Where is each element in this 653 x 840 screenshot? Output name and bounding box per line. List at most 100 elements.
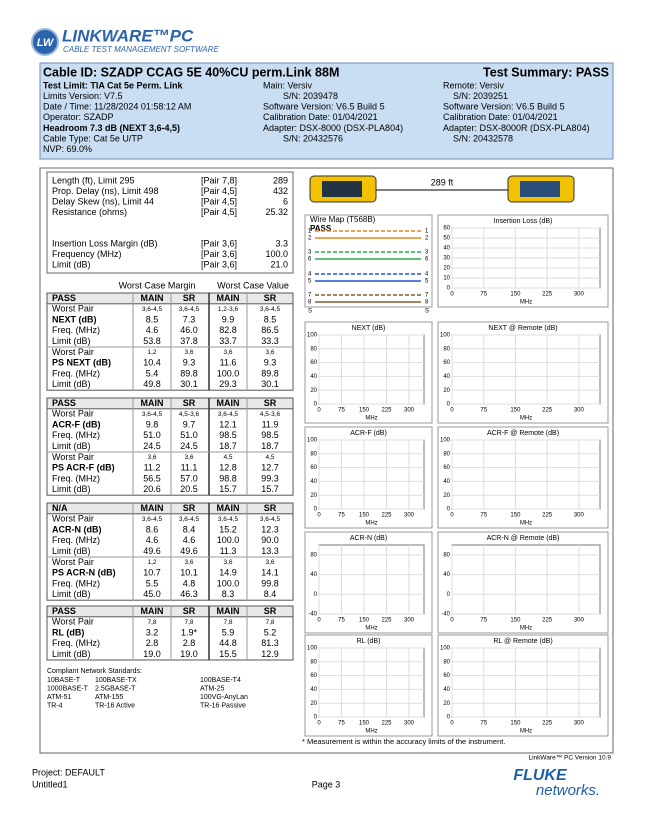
logo-title: LINKWARE™PC [62,26,194,45]
section-header-bg [46,397,294,410]
x-tick-label: 300 [574,721,585,727]
property-label: Delay Skew (ns), Limit 44 [52,197,154,207]
y-tick-label: 80 [310,346,317,352]
section-cell: 4.6 [146,325,159,335]
summary-left: Cable Type: Cat 5e U/TP [43,133,143,143]
section-cell: 14.9 [219,568,237,578]
property-pair: [Pair 7,8] [201,175,237,185]
cable-id: Cable ID: SZADP CCAG 5E 40%CU perm.Link … [43,65,339,79]
summary-main: S/N: 2039478 [283,91,338,101]
y-tick-label: 100 [307,646,318,652]
length-label: 289 ft [431,177,454,187]
section-head-cell: SR [183,503,196,513]
section-cell: 11.9 [262,419,279,429]
chart-title: RL @ Remote (dB) [493,638,552,645]
section-cell: 45.0 [143,589,161,599]
y-tick-label: 20 [310,388,317,394]
section-cell: 37.8 [180,336,198,346]
section-cell: 8.5 [146,314,159,324]
section-header: Worst Case Margin [119,280,196,290]
section-cell: 5.5 [146,578,159,588]
x-tick-label: 75 [480,721,487,727]
plot-area [451,334,601,405]
section-head-cell: PASS [52,398,76,408]
x-tick-label: 0 [450,721,454,727]
section-cell: 3,6-4,5 [142,516,163,523]
chart-title: ACR-N (dB) [350,535,387,542]
section-head-cell: MAIN [217,398,240,408]
x-tick-label: 225 [542,618,553,624]
section-cell: 8.4 [264,589,277,599]
summary-left: Date / Time: 11/28/2024 01:58:12 AM [43,102,191,112]
section-cell: 4,5-3,6 [179,411,200,418]
y-tick-label: 80 [310,451,317,457]
section-head-cell: MAIN [141,503,164,513]
x-tick-label: 75 [480,292,487,298]
pin-right: 1 [425,229,429,235]
x-tick-label: 150 [359,618,370,624]
section-cell: 57.0 [180,473,198,483]
property-pair: [Pair 4,5] [201,186,237,196]
summary-remote: Software Version: V6.5 Build 5 [443,102,565,112]
y-tick-label: 80 [443,552,450,558]
section-cell: 15.5 [219,649,237,659]
section-cell: 3,6 [184,349,193,356]
section-cell: 44.8 [219,638,237,648]
y-tick-label: 0 [447,715,451,721]
section-head-cell: MAIN [217,606,240,616]
section-cell: 3,6-4,5 [260,306,281,313]
x-axis-label: MHz [520,521,532,527]
pin-left: 6 [308,257,312,263]
footnote: * Measurement is within the accuracy lim… [302,737,505,746]
x-tick-label: 0 [450,408,454,414]
y-tick-label: 40 [310,572,317,578]
y-tick-label: 0 [314,592,318,598]
y-tick-label: 60 [310,465,317,471]
pin-right: 7 [425,293,429,299]
y-tick-label: 40 [443,246,450,252]
section-cell: 5.2 [264,627,277,637]
section-cell: 15.7 [261,484,279,494]
section-row-label: Limit (dB) [52,589,91,599]
y-tick-label: 80 [310,552,317,558]
main-screen [322,181,362,197]
section-cell: 29.3 [219,379,237,389]
section-header-bg [46,605,294,618]
y-tick-label: 100 [440,333,451,339]
section-cell: 81.3 [261,638,279,648]
section-cell: 18.7 [219,441,237,451]
y-tick-label: 20 [310,493,317,499]
y-tick-label: 60 [443,360,450,366]
y-tick-label: 40 [443,479,450,485]
section-row-label: Limit (dB) [52,441,91,451]
pin-left: 7 [308,293,312,299]
plot-area [318,334,425,405]
brand: FLUKE [513,767,568,784]
section-cell: 7,8 [223,619,232,626]
section-cell: 98.8 [219,473,237,483]
section-cell: 4.6 [183,535,196,545]
section-row-label: Worst Pair [52,557,94,567]
summary-left: Headroom 7.3 dB (NEXT 3,6-4,5) [43,123,180,133]
section-row-label: Worst Pair [52,304,94,314]
section-cell: 51.0 [180,430,198,440]
section-cell: 1.9* [181,627,198,637]
plot-area [451,647,601,718]
x-tick-label: 150 [510,721,521,727]
section-cell: 7,8 [184,619,193,626]
section-cell: 1,2-3,6 [218,306,239,313]
section-cell: 100.0 [217,535,240,545]
section-row-label: Freq. (MHz) [52,325,100,335]
section-head-cell: SR [264,606,277,616]
pin-left: 3 [308,250,312,256]
standard: TR-16 Active [95,702,135,709]
section-cell: 3,6 [223,559,232,566]
property-value: 25.32 [265,207,288,217]
section-cell: 15.2 [219,524,237,534]
properties-box [46,171,294,274]
y-tick-label: 60 [443,226,450,232]
property-value: 6 [283,197,288,207]
section-row-label: ACR-N (dB) [52,524,102,534]
section-cell: 30.1 [261,379,279,389]
